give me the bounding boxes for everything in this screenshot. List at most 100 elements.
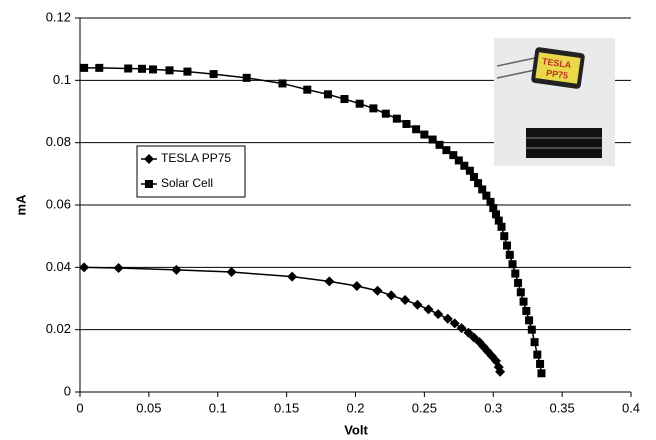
marker [183, 67, 192, 76]
marker [420, 130, 429, 139]
marker [113, 262, 124, 273]
marker [511, 269, 520, 278]
marker [456, 323, 467, 334]
legend-label: TESLA PP75 [161, 151, 231, 165]
marker [165, 66, 174, 75]
x-axis-label: Volt [344, 422, 368, 437]
marker [465, 166, 474, 175]
marker [137, 64, 146, 73]
marker [505, 250, 514, 259]
marker [530, 338, 539, 347]
marker [433, 309, 444, 320]
y-tick-label: 0.12 [46, 9, 71, 24]
wire [496, 69, 536, 79]
y-tick-label: 0.1 [53, 72, 71, 87]
marker [124, 64, 133, 73]
marker [381, 109, 390, 118]
marker [527, 325, 536, 334]
marker [503, 241, 512, 250]
y-axis-label: mA [13, 194, 28, 216]
marker [519, 297, 528, 306]
marker [209, 70, 218, 79]
marker [386, 290, 397, 301]
marker [497, 222, 506, 231]
x-tick-label: 0.3 [484, 400, 502, 415]
x-tick-label: 0 [76, 400, 83, 415]
marker [400, 295, 411, 306]
marker [278, 79, 287, 88]
marker [463, 327, 474, 338]
marker [495, 366, 506, 377]
marker [149, 65, 158, 74]
y-tick-label: 0.06 [46, 196, 71, 211]
marker [508, 260, 517, 269]
marker [469, 172, 478, 181]
inset-photo: TESLA PP75 [494, 38, 615, 166]
marker [402, 119, 411, 128]
marker [287, 271, 298, 282]
marker [442, 146, 451, 155]
marker [242, 73, 251, 82]
marker [435, 140, 444, 149]
marker [226, 267, 237, 278]
marker [516, 288, 525, 297]
x-tick-label: 0.05 [136, 400, 161, 415]
x-tick-label: 0.25 [412, 400, 437, 415]
x-tick-label: 0.35 [549, 400, 574, 415]
marker [412, 125, 421, 134]
marker [533, 350, 542, 359]
marker [95, 63, 104, 72]
marker [323, 90, 332, 99]
marker [324, 276, 335, 287]
marker [500, 232, 509, 241]
marker [303, 85, 312, 94]
marker [369, 104, 378, 113]
marker [468, 332, 479, 343]
solar-cell [526, 128, 602, 158]
inset-text: TESLA [541, 56, 572, 70]
marker [536, 359, 545, 368]
marker [449, 151, 458, 160]
legend-box [136, 145, 246, 198]
marker [494, 216, 503, 225]
component-label [535, 52, 581, 84]
legend-marker [145, 180, 153, 188]
marker [454, 156, 463, 165]
marker [486, 197, 495, 206]
wire [496, 57, 536, 67]
x-tick-label: 0.15 [274, 400, 299, 415]
marker [79, 262, 90, 273]
y-tick-label: 0.04 [46, 259, 71, 274]
marker [442, 313, 453, 324]
marker [351, 281, 362, 292]
x-tick-label: 0.2 [346, 400, 364, 415]
marker [482, 191, 491, 200]
marker [460, 161, 469, 170]
marker [492, 210, 501, 219]
marker [392, 114, 401, 123]
marker [428, 135, 437, 144]
marker [340, 95, 349, 104]
y-tick-label: 0 [64, 383, 71, 398]
marker [171, 264, 182, 275]
marker [514, 278, 523, 287]
marker [423, 304, 434, 315]
legend-label: Solar Cell [161, 176, 213, 190]
inset-text: PP75 [546, 68, 569, 81]
marker [412, 299, 423, 310]
marker [489, 204, 498, 213]
marker [478, 185, 487, 194]
marker [372, 285, 383, 296]
marker [537, 369, 546, 378]
marker [355, 99, 364, 108]
x-tick-label: 0.1 [209, 400, 227, 415]
legend-marker [144, 154, 154, 164]
marker [525, 316, 534, 325]
y-tick-label: 0.02 [46, 321, 71, 336]
marker [449, 318, 460, 329]
x-tick-label: 0.4 [622, 400, 640, 415]
marker [474, 179, 483, 188]
y-tick-label: 0.08 [46, 134, 71, 149]
marker [80, 63, 89, 72]
